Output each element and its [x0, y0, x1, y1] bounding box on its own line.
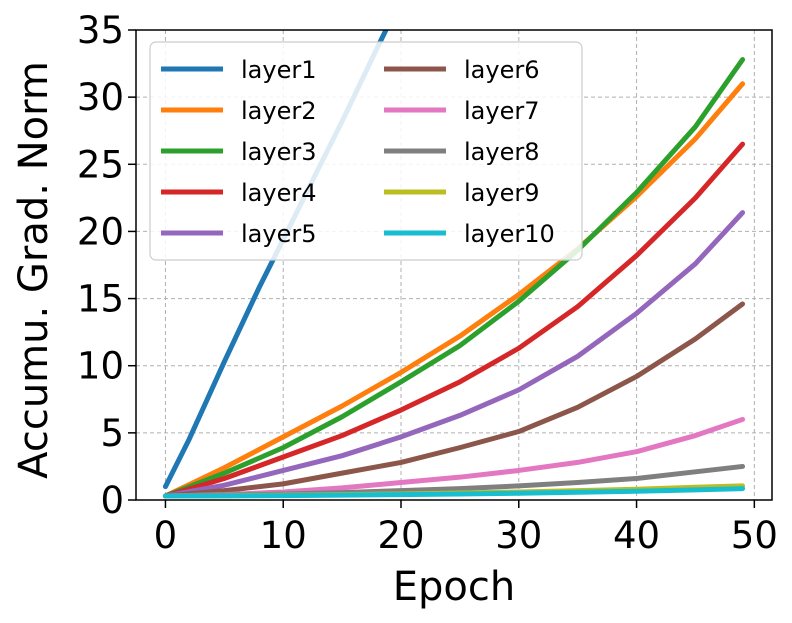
- y-axis-title: Accumu. Grad. Norm: [11, 61, 57, 479]
- x-tick-label: 20: [377, 514, 424, 557]
- series-line-layer10: [162, 486, 746, 499]
- plot-frame: [135, 29, 773, 501]
- x-axis-ticks: 0 10 20 30 40 50: [154, 500, 778, 557]
- legend-label-layer8: layer8: [464, 138, 539, 166]
- legend-label-layer1: layer1: [241, 56, 316, 84]
- legend: layer1 layer2 layer3 layer4 layer5 layer6 laye…: [149, 41, 583, 261]
- y-tick-label: 35: [77, 9, 124, 52]
- legend-label-layer2: layer2: [241, 97, 316, 125]
- series-line-layer6: [162, 301, 746, 499]
- x-axis-title: Epoch: [393, 564, 515, 610]
- series-line-layer2: [162, 81, 746, 499]
- y-tick-label: 0: [100, 479, 124, 522]
- y-axis-ticks: 0 5 10 15 20 25 30 35: [77, 9, 136, 522]
- legend-label-layer9: layer9: [464, 179, 539, 207]
- series-line-layer3: [162, 57, 746, 499]
- y-tick-label: 10: [77, 345, 124, 388]
- x-tick-label: 40: [613, 514, 660, 557]
- y-tick-label: 25: [77, 143, 124, 186]
- series-line-layer7: [162, 416, 746, 499]
- legend-label-layer3: layer3: [241, 138, 316, 166]
- x-tick-label: 30: [495, 514, 542, 557]
- y-tick-label: 15: [77, 278, 124, 321]
- legend-label-layer7: layer7: [464, 97, 539, 125]
- legend-label-layer5: layer5: [241, 220, 316, 248]
- x-tick-label: 50: [731, 514, 778, 557]
- x-tick-label: 0: [154, 514, 178, 557]
- y-tick-label: 5: [100, 412, 124, 455]
- legend-label-layer6: layer6: [464, 56, 539, 84]
- legend-label-layer4: layer4: [241, 179, 316, 207]
- y-tick-label: 30: [77, 76, 124, 119]
- x-tick-label: 10: [260, 514, 307, 557]
- y-tick-label: 20: [77, 210, 124, 253]
- legend-label-layer10: layer10: [464, 220, 555, 248]
- series-line-layer4: [162, 141, 746, 499]
- legend-box: [149, 41, 583, 261]
- series-line-layer5: [162, 210, 746, 499]
